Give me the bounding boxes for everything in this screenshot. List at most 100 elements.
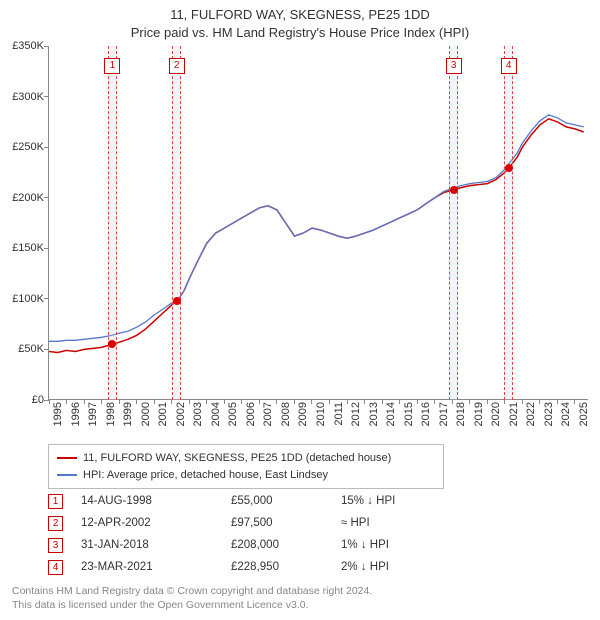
x-tick [294,399,295,404]
title-block: 11, FULFORD WAY, SKEGNESS, PE25 1DD Pric… [0,0,600,44]
legend-label-1: HPI: Average price, detached house, East… [83,467,328,484]
x-tick-label: 2016 [420,402,432,426]
sale-marker-band [504,46,513,400]
x-tick [224,399,225,404]
x-tick-label: 2023 [543,402,555,426]
x-tick-label: 2001 [157,402,169,426]
sale-marker-box: 1 [104,58,120,74]
sales-row-marker: 1 [48,494,63,509]
x-tick [364,399,365,404]
x-tick-label: 1998 [105,402,117,426]
y-tick-label: £200K [4,192,44,204]
x-tick [347,399,348,404]
x-tick-label: 1997 [87,402,99,426]
legend-swatch-1 [57,474,77,476]
sale-marker-band [172,46,181,400]
x-tick [136,399,137,404]
x-tick-label: 2013 [368,402,380,426]
x-tick-label: 2005 [227,402,239,426]
x-tick [574,399,575,404]
x-tick [329,399,330,404]
sales-row-date: 31-JAN-2018 [81,539,231,551]
x-tick-label: 2002 [175,402,187,426]
sales-row-delta: ≈ HPI [341,517,461,529]
x-tick-label: 2011 [333,402,345,426]
x-tick-label: 2000 [140,402,152,426]
x-tick-label: 1996 [70,402,82,426]
sales-row-date: 23-MAR-2021 [81,561,231,573]
x-tick [154,399,155,404]
x-tick [311,399,312,404]
x-tick [469,399,470,404]
x-tick [276,399,277,404]
sales-row-marker: 4 [48,560,63,575]
y-tick [44,46,49,47]
x-tick-label: 2020 [490,402,502,426]
x-tick-label: 2022 [525,402,537,426]
x-tick-label: 2018 [455,402,467,426]
sale-marker-box: 4 [501,58,517,74]
sales-row-delta: 2% ↓ HPI [341,561,461,573]
sales-row-delta: 15% ↓ HPI [341,495,461,507]
y-tick-label: £0 [4,394,44,406]
legend-swatch-0 [57,457,77,459]
x-tick-label: 2004 [210,402,222,426]
sale-dot [173,297,181,305]
x-tick-label: 2025 [578,402,590,426]
x-tick [539,399,540,404]
x-tick [119,399,120,404]
x-tick-label: 2024 [560,402,572,426]
legend-label-0: 11, FULFORD WAY, SKEGNESS, PE25 1DD (det… [83,450,391,467]
sales-row-price: £55,000 [231,495,341,507]
sales-row-marker: 3 [48,538,63,553]
y-tick-label: £150K [4,242,44,254]
x-tick-label: 2017 [438,402,450,426]
x-tick-label: 1999 [122,402,134,426]
sales-row-price: £228,950 [231,561,341,573]
x-tick [206,399,207,404]
y-tick-label: £250K [4,141,44,153]
sales-row: 4 23-MAR-2021£228,9502% ↓ HPI [48,556,461,578]
sales-row: 212-APR-2002£97,500≈ HPI [48,512,461,534]
y-tick [44,248,49,249]
legend-row-0: 11, FULFORD WAY, SKEGNESS, PE25 1DD (det… [57,450,435,467]
y-tick-label: £350K [4,40,44,52]
x-tick-label: 2021 [508,402,520,426]
sale-marker-box: 2 [169,58,185,74]
x-tick-label: 2012 [350,402,362,426]
footer-line-1: Contains HM Land Registry data © Crown c… [12,584,372,598]
sales-row-price: £97,500 [231,517,341,529]
x-tick-label: 2009 [297,402,309,426]
x-tick [49,399,50,404]
footer: Contains HM Land Registry data © Crown c… [12,584,372,612]
x-tick [241,399,242,404]
x-tick [434,399,435,404]
y-tick [44,197,49,198]
sales-row: 1 14-AUG-1998£55,00015% ↓ HPI [48,490,461,512]
x-tick-label: 1995 [52,402,64,426]
sale-dot [108,340,116,348]
y-tick-label: £50K [4,343,44,355]
x-tick [417,399,418,404]
x-tick-label: 2019 [473,402,485,426]
x-tick [101,399,102,404]
sales-row-date: 12-APR-2002 [81,517,231,529]
x-tick-label: 2003 [192,402,204,426]
sales-row-date: 14-AUG-1998 [81,495,231,507]
y-tick-label: £300K [4,91,44,103]
x-tick-label: 2010 [315,402,327,426]
sales-row-delta: 1% ↓ HPI [341,539,461,551]
y-tick [44,298,49,299]
x-tick [66,399,67,404]
x-tick [399,399,400,404]
legend-row-1: HPI: Average price, detached house, East… [57,467,435,484]
sale-dot [450,186,458,194]
x-tick [557,399,558,404]
x-tick [259,399,260,404]
y-tick [44,147,49,148]
title-line-2: Price paid vs. HM Land Registry's House … [0,24,600,42]
x-tick [84,399,85,404]
y-tick-label: £100K [4,293,44,305]
x-tick-label: 2015 [403,402,415,426]
y-tick [44,349,49,350]
